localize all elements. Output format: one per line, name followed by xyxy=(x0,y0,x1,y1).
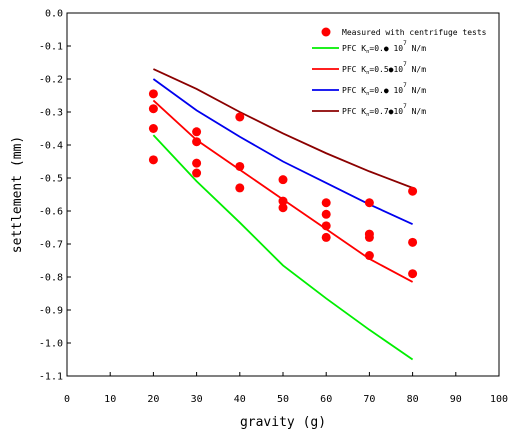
measured-point xyxy=(321,198,331,208)
measured-point xyxy=(364,251,374,261)
x-tick-label: 50 xyxy=(277,394,289,405)
y-tick-label: -1.1 xyxy=(39,372,63,383)
measured-point xyxy=(321,221,331,231)
x-tick-label: 80 xyxy=(407,394,419,405)
y-tick-label: -0.9 xyxy=(39,306,63,317)
x-tick-label: 10 xyxy=(104,394,116,405)
axes xyxy=(66,12,500,377)
x-tick-label: 0 xyxy=(64,394,70,405)
x-tick-label: 20 xyxy=(147,394,159,405)
measured-point xyxy=(408,186,418,196)
measured-point xyxy=(321,232,331,242)
measured-point xyxy=(364,198,374,208)
measured-point xyxy=(235,183,245,193)
legend-marker-measured xyxy=(321,27,331,37)
x-tick-label: 90 xyxy=(450,394,462,405)
legend: Measured with centrifuge tests PFC Kn=0.●… xyxy=(312,27,487,118)
series-line xyxy=(153,68,413,189)
measured-point xyxy=(148,155,158,165)
y-tick-label: -0.5 xyxy=(39,174,63,185)
measured-points xyxy=(148,89,418,279)
measured-point xyxy=(278,203,288,213)
x-axis-title: gravity (g) xyxy=(240,415,326,430)
measured-point xyxy=(408,269,418,279)
y-tick-label: -0.4 xyxy=(39,141,63,152)
legend-label: PFC Kn=0.5●107 N/m xyxy=(342,61,426,76)
measured-point xyxy=(408,237,418,247)
y-tick-label: -1.0 xyxy=(39,339,63,350)
y-tick-label: -0.6 xyxy=(39,207,63,218)
series-line xyxy=(152,134,414,361)
measured-point xyxy=(192,158,202,168)
y-tick-label: -0.3 xyxy=(39,108,63,119)
measured-point xyxy=(235,161,245,171)
measured-point xyxy=(278,196,288,206)
x-axis-ticks: 0 10 20 30 40 50 60 70 80 90 100 xyxy=(64,372,508,405)
measured-point xyxy=(364,232,374,242)
x-tick-label: 30 xyxy=(191,394,203,405)
measured-point xyxy=(235,112,245,122)
y-axis-ticks: 0.0 -0.1 -0.2 -0.3 -0.4 -0.5 -0.6 -0.7 -0.8 -0.9 -… xyxy=(39,9,71,383)
x-tick-label: 60 xyxy=(320,394,332,405)
x-tick-label: 70 xyxy=(363,394,375,405)
legend-label: PFC Kn=0.● 107 N/m xyxy=(342,82,426,97)
y-tick-label: -0.1 xyxy=(39,42,63,53)
measured-point xyxy=(148,124,158,133)
measured-point xyxy=(148,104,158,114)
legend-label: PFC Kn=0.● 107 N/m xyxy=(342,40,426,55)
x-tick-label: 40 xyxy=(234,394,246,405)
measured-point xyxy=(192,127,202,137)
measured-point xyxy=(148,89,158,99)
measured-point xyxy=(192,137,202,147)
y-tick-label: -0.2 xyxy=(39,75,63,86)
y-tick-label: -0.7 xyxy=(39,240,63,251)
y-tick-label: 0.0 xyxy=(45,9,63,20)
plot-frame xyxy=(66,12,500,377)
x-tick-label: 100 xyxy=(490,394,508,405)
y-axis-title: settlement (mm) xyxy=(10,136,25,253)
legend-label-measured: Measured with centrifuge tests xyxy=(342,28,487,37)
measured-point xyxy=(321,209,331,219)
y-tick-label: -0.8 xyxy=(39,273,63,284)
measured-point xyxy=(278,175,288,185)
measured-point xyxy=(192,168,202,178)
legend-label: PFC Kn=0.7●107 N/m xyxy=(342,103,426,118)
